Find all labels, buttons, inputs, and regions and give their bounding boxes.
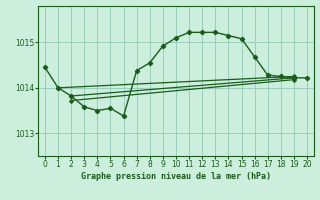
X-axis label: Graphe pression niveau de la mer (hPa): Graphe pression niveau de la mer (hPa) [81, 172, 271, 181]
